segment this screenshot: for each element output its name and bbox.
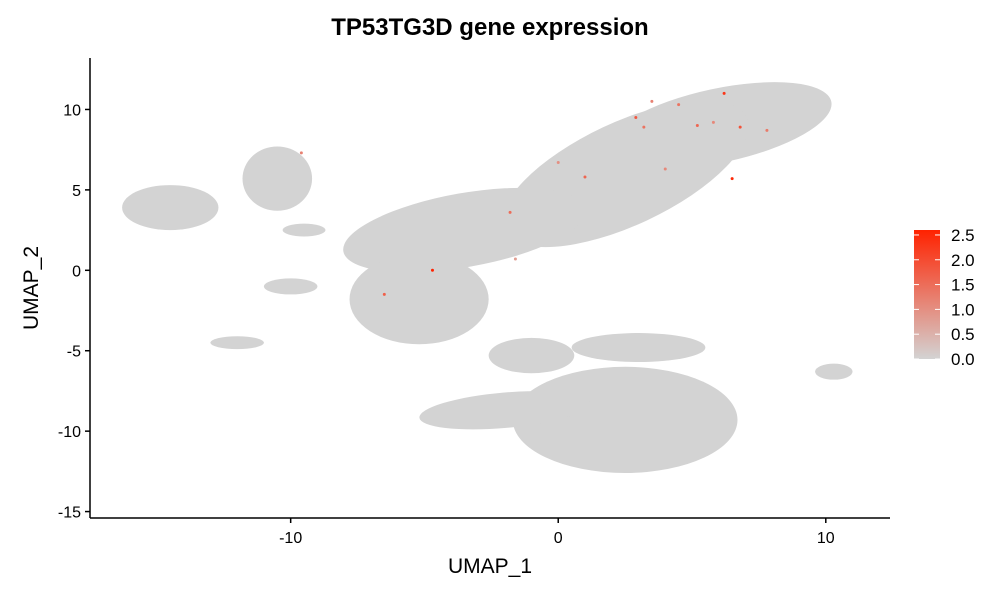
- expressed-cell-point: [299, 151, 303, 155]
- cell-cluster: [263, 278, 318, 295]
- legend-tick-label: 2.5: [951, 226, 975, 245]
- expressed-cell-point: [583, 175, 587, 179]
- y-tick-label: -10: [58, 424, 81, 441]
- expressed-cell-point: [677, 103, 681, 107]
- chart-title: TP53TG3D gene expression: [331, 14, 649, 41]
- expressed-cell-point: [730, 177, 734, 181]
- expressed-cell-point: [695, 124, 699, 128]
- expressed-cell-point: [430, 268, 434, 272]
- y-tick-label: 0: [72, 263, 81, 280]
- x-tick-label: -10: [279, 530, 302, 547]
- axes: [89, 58, 890, 519]
- expressed-cell-point: [382, 292, 386, 296]
- y-axis-label: UMAP_2: [20, 246, 43, 330]
- x-tick-label: 0: [554, 530, 563, 547]
- x-axis-label: UMAP_1: [448, 555, 532, 578]
- expressed-cell-point: [508, 210, 512, 214]
- cell-cluster: [419, 391, 591, 430]
- x-tick-label: 10: [817, 530, 835, 547]
- y-tick-label: 10: [63, 102, 81, 119]
- legend-tick-label: 0.5: [951, 325, 975, 344]
- expressed-cell-point: [634, 116, 638, 120]
- cell-cluster: [343, 187, 586, 273]
- cell-cluster: [282, 223, 326, 237]
- cell-cluster: [488, 337, 575, 374]
- expressed-cell-point: [722, 91, 726, 95]
- expressed-cell-point: [738, 125, 742, 129]
- legend-colorbar: [914, 230, 940, 359]
- expressed-cell-point: [556, 161, 560, 165]
- y-tick-label: -15: [58, 505, 81, 522]
- expressed-cell-point: [642, 125, 646, 129]
- cell-cluster: [242, 146, 313, 211]
- expressed-points: [299, 91, 769, 296]
- expressed-cell-point: [711, 120, 715, 124]
- cell-cluster: [122, 185, 219, 231]
- expressed-cell-point: [765, 128, 769, 132]
- cell-cluster: [210, 336, 264, 350]
- legend-tick-label: 0.0: [951, 350, 975, 369]
- expressed-cell-point: [663, 167, 667, 171]
- legend-tick-label: 1.5: [951, 276, 975, 295]
- cell-cluster: [815, 363, 853, 380]
- y-ticks: -15 -10 -5 0 5 10: [58, 102, 90, 522]
- expressed-cell-point: [513, 257, 517, 261]
- cell-cluster: [571, 333, 706, 362]
- cell-cluster: [349, 254, 489, 345]
- color-legend: 0.0 0.5 1.0 1.5 2.0 2.5: [914, 226, 975, 369]
- legend-tick-label: 2.0: [951, 251, 975, 270]
- x-ticks: -10 0 10: [279, 518, 835, 547]
- legend-tick-label: 1.0: [951, 300, 975, 319]
- expressed-cell-point: [650, 99, 654, 103]
- legend-ticks: 0.0 0.5 1.0 1.5 2.0 2.5: [914, 226, 975, 369]
- cell-cloud: [122, 82, 853, 473]
- y-tick-label: 5: [72, 183, 81, 200]
- y-tick-label: -5: [67, 344, 81, 361]
